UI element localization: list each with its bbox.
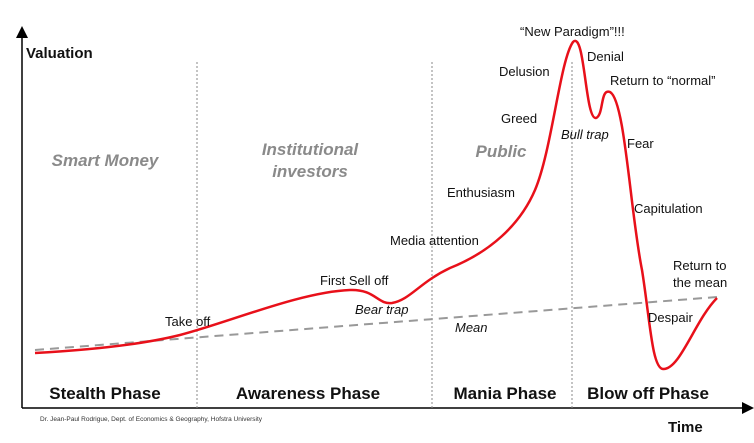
stage-label: Fear xyxy=(627,136,654,151)
phase-label: Stealth Phase xyxy=(49,384,161,403)
phase-label: Awareness Phase xyxy=(236,384,380,403)
stage-label: Bear trap xyxy=(355,302,408,317)
stage-label: Take off xyxy=(165,314,211,329)
stage-label: Despair xyxy=(648,310,693,325)
mean-label: Mean xyxy=(455,320,488,335)
phase-label: Mania Phase xyxy=(454,384,557,403)
y-axis-label: Valuation xyxy=(26,45,93,62)
stage-label: Bull trap xyxy=(561,127,609,142)
group-label: Public xyxy=(475,142,527,161)
stage-label: Media attention xyxy=(390,233,479,248)
stage-label: Return to xyxy=(673,258,726,273)
stage-label: Enthusiasm xyxy=(447,185,515,200)
stage-label: “New Paradigm”!!! xyxy=(520,24,625,39)
stage-label: Denial xyxy=(587,49,624,64)
stage-label: Return to “normal” xyxy=(610,73,715,88)
bubble-curve xyxy=(34,39,718,371)
credit: Dr. Jean-Paul Rodrigue, Dept. of Economi… xyxy=(40,416,263,423)
group-label: Smart Money xyxy=(52,151,160,170)
stage-label: Capitulation xyxy=(634,201,703,216)
group-label: Institutional xyxy=(262,140,360,159)
stage-label: Greed xyxy=(501,111,537,126)
mean-line xyxy=(34,296,718,351)
group-label: investors xyxy=(272,162,348,181)
stage-label: First Sell off xyxy=(320,273,389,288)
stage-label: Delusion xyxy=(499,64,550,79)
x-axis-label: Time xyxy=(668,419,703,436)
phase-dividers xyxy=(196,62,573,408)
phase-label: Blow off Phase xyxy=(587,384,709,403)
stage-label: the mean xyxy=(673,275,727,290)
